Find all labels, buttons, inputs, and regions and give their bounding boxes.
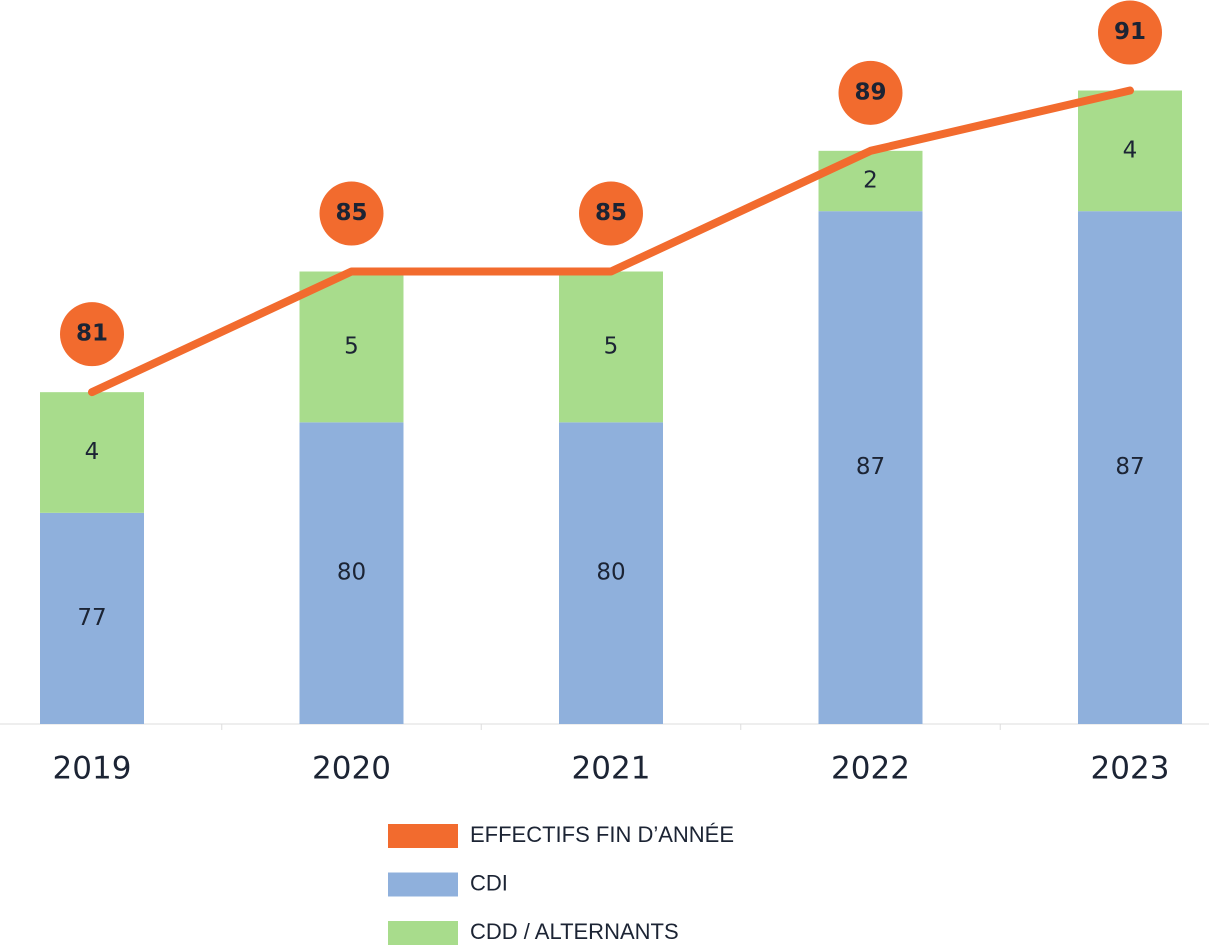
line (88, 86, 1134, 397)
bar-segment (1078, 211, 1182, 724)
line-data-label: 85 (595, 200, 627, 226)
data-label: 87 (1115, 454, 1144, 480)
bar-segment (1078, 90, 1182, 212)
legend-label: EFFECTIFS FIN D’ANNÉE (470, 822, 734, 847)
legend-swatch (388, 872, 458, 897)
value-bubble (60, 302, 124, 367)
value-bubble (1098, 0, 1162, 65)
x-tick-label: 2019 (53, 751, 132, 787)
x-tick-label: 2022 (831, 751, 910, 787)
x-tick-label: 2020 (312, 751, 391, 787)
legend-label: CDI (470, 870, 508, 895)
data-label: 5 (604, 333, 619, 359)
data-label: 80 (337, 560, 366, 586)
bar-segment (40, 392, 144, 513)
value-bubble (838, 60, 903, 125)
data-label: 5 (344, 333, 359, 359)
legend-label: CDD / ALTERNANTS (470, 919, 679, 944)
line-data-label: 81 (76, 321, 108, 347)
legend-swatch (388, 921, 458, 945)
bar-segment (299, 271, 404, 423)
line-data-label: 89 (854, 79, 886, 105)
value-bubble (579, 181, 643, 246)
bar-segment (299, 422, 404, 724)
data-label: 87 (856, 454, 885, 480)
data-label: 77 (77, 605, 106, 631)
legend-swatch (388, 824, 458, 848)
bar-segment (40, 512, 144, 724)
data-label: 4 (1123, 137, 1138, 163)
bar-segment (559, 271, 663, 423)
data-label: 4 (85, 439, 100, 465)
data-label: 2 (863, 168, 878, 194)
x-tick-label: 2023 (1091, 751, 1170, 787)
data-label: 80 (596, 560, 625, 586)
bar-segment (818, 150, 923, 212)
value-bubble (319, 181, 384, 246)
bar-segment (559, 422, 663, 724)
line-data-label: 85 (335, 200, 367, 226)
line-data-label: 91 (1114, 19, 1146, 45)
x-tick-label: 2021 (572, 751, 651, 787)
bar-segment (818, 211, 923, 724)
